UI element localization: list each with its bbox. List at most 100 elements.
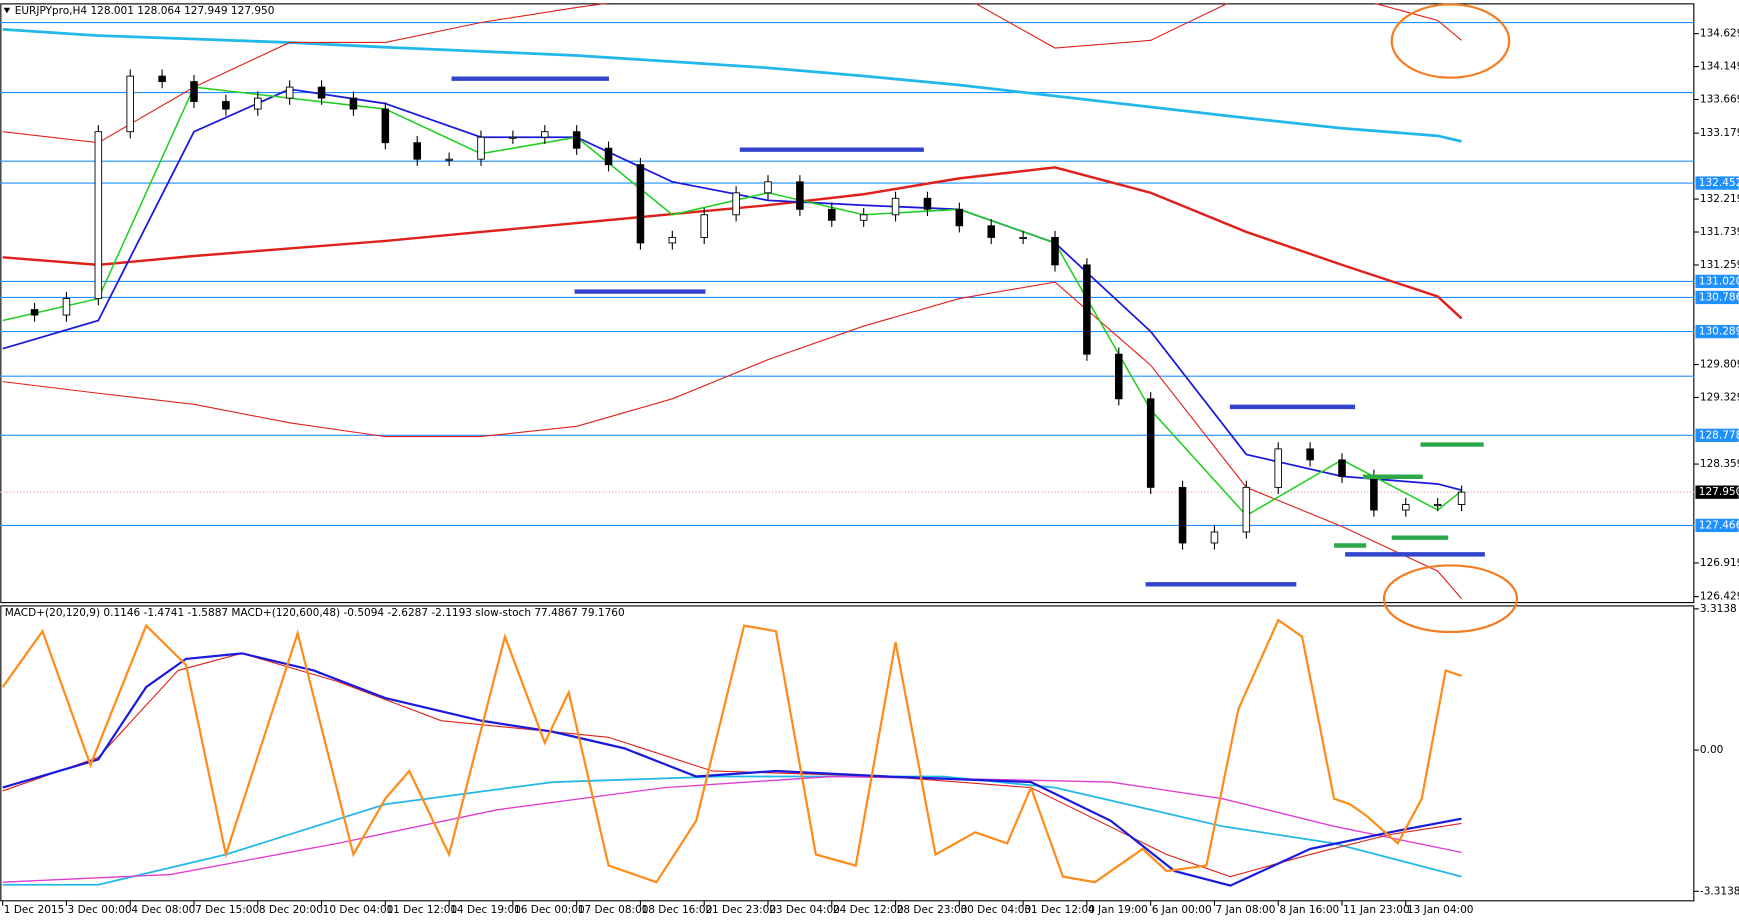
candle [413,142,421,160]
chart-title: EURJPYpro,H4 128.001 128.064 127.949 127… [15,5,275,17]
candle [62,298,71,316]
candle [1338,459,1346,477]
y-tick-label: 129.329 [1700,391,1739,403]
candle [859,214,868,221]
y-tick-label: -3.3138 [1700,885,1739,897]
candle [1402,504,1410,511]
candle [1115,353,1123,400]
main-plot [0,3,1695,599]
x-tick-label: 8 Jan 16:00 [1279,904,1339,916]
candle [126,75,134,133]
x-tick-label: 7 Jan 08:00 [1216,904,1276,916]
candle [317,86,326,99]
candle [1433,504,1442,507]
candle [445,158,453,161]
x-tick-label: 30 Dec 04:00 [960,904,1031,916]
level-label-box [1695,324,1739,339]
highlight-ellipse [1382,564,1519,634]
last-price-box [1695,485,1739,499]
candle [764,181,772,194]
x-tick-label: 18 Dec 16:00 [642,904,713,916]
level-label-box [1695,290,1739,305]
candle [923,197,932,210]
level-label: 127.466 [1699,519,1739,531]
x-tick-label: 11 Jan 23:00 [1343,904,1410,916]
x-tick-label: 8 Dec 20:00 [259,904,323,916]
candle [1146,398,1155,488]
y-tick-label: 131.739 [1700,226,1739,238]
candle [158,75,166,83]
axes: 134.629 134.149 133.669 133.179 132.219 131.7… [2,28,1739,916]
candle [381,108,390,144]
level-label: 130.289 [1699,326,1739,338]
level-label-box [1695,428,1739,442]
candle [1306,448,1314,461]
y-tick-label: 134.629 [1700,28,1739,40]
candle [796,181,804,210]
y-tick-label: 129.809 [1700,359,1739,371]
candle [190,81,198,102]
x-tick-label: 17 Dec 08:00 [578,904,649,916]
level-label-box [1695,274,1739,289]
highlight-ellipse [1390,3,1511,79]
annotations [451,3,1519,634]
x-tick-label: 4 Dec 08:00 [131,904,195,916]
candle [1242,486,1251,533]
candle [1274,448,1282,488]
y-tick-label: 126.919 [1700,557,1739,569]
candle [349,97,358,110]
candle [509,136,517,139]
candle [636,164,645,244]
candle [1019,237,1027,240]
x-tick-label: 28 Dec 23:00 [897,904,968,916]
x-tick-label: 16 Dec 00:00 [514,904,585,916]
x-tick-label: 1 Dec 2015 [4,904,65,916]
moving-average [2,166,1463,320]
y-tick-label: 128.359 [1700,458,1739,470]
y-tick-label: 131.259 [1700,259,1739,271]
moving-average [2,281,1462,599]
x-tick-label: 11 Dec 12:00 [386,904,457,916]
x-tick-label: 23 Dec 04:00 [769,904,840,916]
indicator-line [2,775,1462,883]
moving-average [2,3,1462,144]
indicator-plot [1,618,1462,887]
candle [1178,486,1187,544]
y-tick-label: 0.00 [1700,744,1723,756]
candle [572,131,581,149]
candle [700,214,708,238]
candle [668,237,677,244]
last-price-label: 127.950 [1699,486,1739,498]
x-tick-label: 31 Dec 12:00 [1024,904,1095,916]
y-tick-label: 134.149 [1700,61,1739,73]
candle [541,131,549,138]
x-tick-label: 14 Dec 19:00 [450,904,521,916]
menu-arrow[interactable] [3,7,11,14]
level-label-box [1695,176,1739,190]
candle [1370,475,1378,511]
y-tick-label: 3.3138 [1700,603,1737,615]
candle [285,86,294,99]
candle [222,101,230,110]
candle [1051,237,1059,266]
y-tick-label: 132.219 [1700,193,1739,205]
indicator-line [2,775,1462,886]
level-label: 128.778 [1699,429,1739,441]
main-frame [0,3,1695,604]
level-label-box [1695,518,1739,533]
candle [30,309,39,316]
candle [94,131,103,299]
candle [604,147,613,166]
x-tick-label: 6 Jan 00:00 [1152,904,1212,916]
x-tick-label: 24 Dec 12:00 [833,904,904,916]
indicator-title: MACD+(20,120,9) 0.1146 -1.4741 -1.5887 M… [5,607,625,619]
indicator-line [1,618,1462,884]
candle [987,225,995,238]
candle [891,197,900,216]
candle [955,208,964,227]
x-tick-label: 13 Jan 04:00 [1407,904,1474,916]
x-tick-label: 10 Dec 04:00 [323,904,394,916]
x-tick-label: 4 Jan 19:00 [1088,904,1148,916]
